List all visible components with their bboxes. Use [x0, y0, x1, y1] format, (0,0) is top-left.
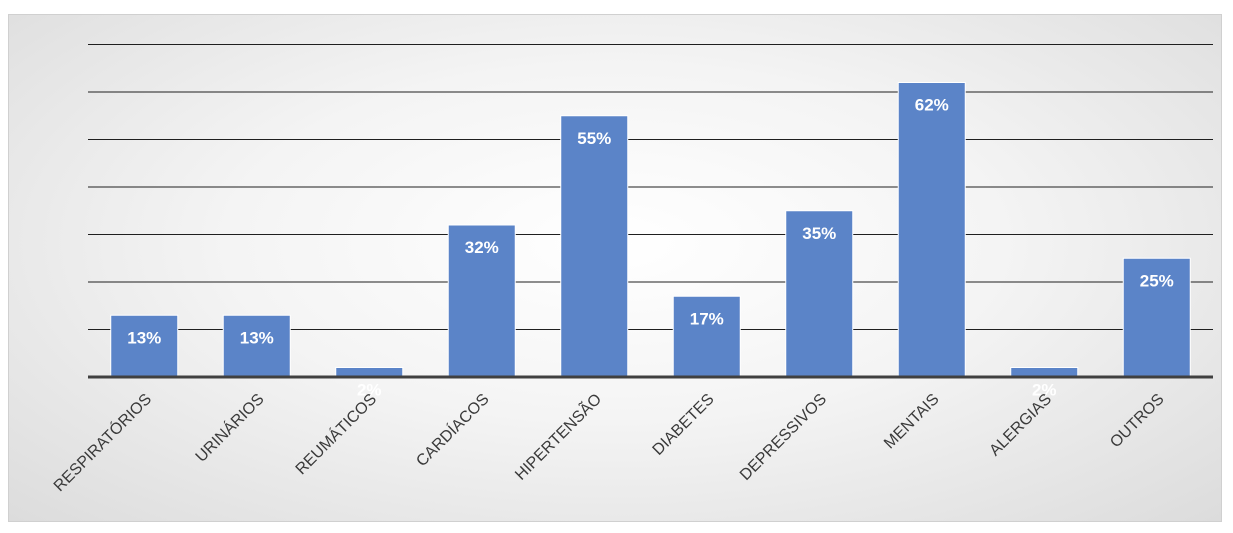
- category-label: URINÁRIOS: [191, 389, 267, 465]
- bar: [222, 314, 291, 378]
- bar: [560, 115, 629, 378]
- data-label: 13%: [240, 328, 274, 347]
- bar: [1122, 257, 1191, 378]
- category-label: DIABETES: [650, 391, 718, 459]
- bar: [447, 224, 516, 378]
- category-label: RESPIRATÓRIOS: [49, 389, 155, 495]
- category-label: OUTROS: [1107, 391, 1167, 451]
- data-label: 2%: [1032, 381, 1057, 400]
- data-label: 25%: [1140, 271, 1174, 290]
- data-label: 62%: [915, 96, 949, 115]
- data-label: 55%: [577, 129, 611, 148]
- bars: [110, 82, 1191, 378]
- bar: [110, 314, 179, 378]
- data-labels: 13% 13% 2% 32% 55% 17% 35% 62% 2% 25%: [127, 96, 1174, 400]
- category-labels: RESPIRATÓRIOS URINÁRIOS REUMÁTICOS CARDÍACO…: [49, 389, 1167, 495]
- data-label: 35%: [802, 224, 836, 243]
- data-label: 13%: [127, 328, 161, 347]
- category-label: ALERGIAS: [986, 391, 1055, 460]
- category-label: REUMÁTICOS: [291, 389, 380, 478]
- category-label: DEPRESSIVOS: [737, 391, 830, 484]
- category-label: MENTAIS: [881, 391, 942, 452]
- category-label: HIPERTENSÃO: [510, 389, 605, 484]
- bar: [672, 295, 741, 378]
- gridlines: [88, 44, 1213, 330]
- data-label: 32%: [465, 238, 499, 257]
- data-label: 17%: [690, 309, 724, 328]
- bar: [897, 82, 966, 378]
- data-label: 2%: [357, 381, 382, 400]
- category-label: CARDÍACOS: [412, 389, 493, 470]
